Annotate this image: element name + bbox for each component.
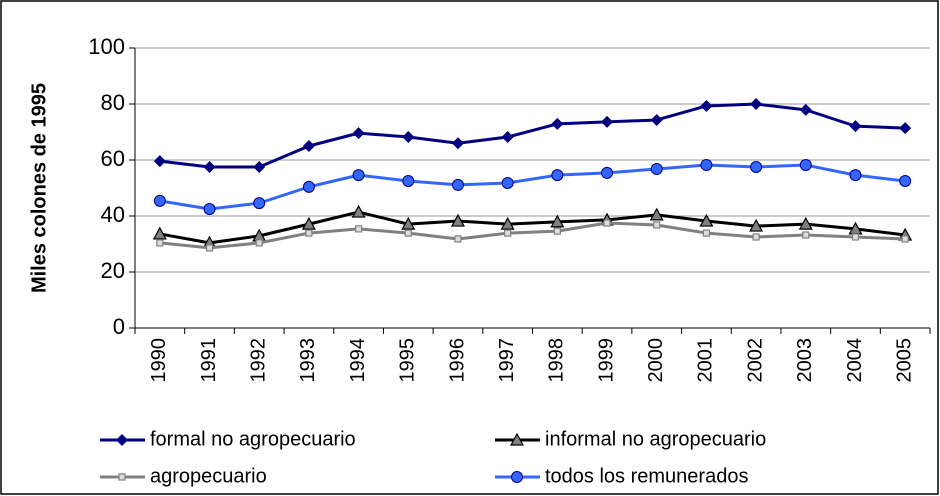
marker bbox=[511, 471, 523, 483]
marker bbox=[700, 99, 713, 112]
marker bbox=[203, 203, 216, 215]
marker bbox=[798, 216, 813, 230]
x-tick-label: 2002 bbox=[744, 338, 766, 383]
legend-label: todos los remunerados bbox=[545, 465, 748, 487]
x-tick-label: 1994 bbox=[347, 338, 369, 383]
marker bbox=[700, 159, 713, 172]
marker bbox=[849, 120, 862, 133]
legend-label: informal no agropecuario bbox=[545, 428, 766, 450]
marker bbox=[899, 175, 912, 187]
y-tick-label: 40 bbox=[101, 202, 125, 227]
marker bbox=[253, 161, 266, 173]
marker bbox=[450, 213, 465, 227]
x-tick-label: 2005 bbox=[893, 338, 915, 383]
series-line bbox=[159, 221, 906, 250]
marker bbox=[551, 117, 564, 130]
marker bbox=[255, 239, 263, 247]
marker bbox=[401, 216, 416, 230]
marker bbox=[402, 175, 415, 187]
marker bbox=[451, 137, 464, 150]
x-tick-label: 1990 bbox=[148, 338, 170, 383]
marker bbox=[451, 178, 464, 191]
marker bbox=[653, 221, 661, 229]
marker bbox=[750, 98, 763, 110]
y-tick-label: 80 bbox=[101, 90, 125, 115]
marker bbox=[152, 226, 167, 240]
series-line bbox=[159, 210, 906, 245]
marker bbox=[901, 235, 909, 243]
marker bbox=[799, 159, 812, 172]
marker bbox=[302, 180, 315, 193]
marker bbox=[749, 218, 764, 232]
marker bbox=[649, 207, 664, 221]
marker bbox=[551, 169, 564, 182]
marker bbox=[301, 216, 316, 230]
marker bbox=[550, 214, 565, 228]
marker bbox=[601, 115, 614, 128]
x-tick-label: 1996 bbox=[446, 338, 468, 383]
x-tick-label: 2000 bbox=[645, 338, 667, 383]
marker bbox=[500, 216, 515, 230]
marker bbox=[553, 227, 561, 235]
x-tick-label: 1998 bbox=[546, 338, 568, 383]
legend-label: agropecuario bbox=[150, 465, 267, 487]
marker bbox=[799, 103, 812, 116]
marker bbox=[205, 244, 214, 252]
x-tick-label: 1992 bbox=[248, 338, 270, 383]
marker bbox=[404, 229, 412, 237]
marker bbox=[603, 219, 611, 227]
marker bbox=[454, 235, 462, 243]
marker bbox=[153, 194, 166, 207]
marker bbox=[702, 229, 711, 237]
marker bbox=[849, 169, 862, 182]
marker bbox=[699, 213, 714, 227]
marker bbox=[504, 229, 512, 237]
marker bbox=[501, 176, 514, 189]
marker bbox=[650, 162, 663, 175]
y-tick-label: 0 bbox=[113, 314, 125, 339]
marker bbox=[116, 434, 128, 446]
y-tick-label: 20 bbox=[101, 258, 125, 283]
x-tick-label: 1993 bbox=[297, 338, 319, 383]
x-tick-label: 1999 bbox=[595, 338, 617, 383]
marker bbox=[851, 233, 860, 241]
marker bbox=[899, 122, 912, 135]
y-tick-label: 60 bbox=[101, 146, 125, 171]
x-tick-label: 1997 bbox=[496, 338, 518, 383]
marker bbox=[302, 140, 315, 152]
marker bbox=[305, 229, 313, 237]
marker bbox=[601, 166, 614, 179]
marker bbox=[351, 204, 366, 218]
marker bbox=[203, 161, 216, 173]
series-line bbox=[159, 102, 906, 169]
marker bbox=[402, 131, 415, 144]
y-tick-label: 100 bbox=[88, 34, 125, 59]
marker bbox=[352, 169, 365, 182]
marker bbox=[156, 239, 164, 247]
marker bbox=[752, 233, 760, 241]
marker bbox=[354, 225, 363, 233]
marker bbox=[153, 155, 166, 168]
legend-label: formal no agropecuario bbox=[150, 428, 356, 450]
marker bbox=[352, 127, 365, 140]
marker bbox=[509, 432, 525, 446]
x-tick-label: 2003 bbox=[794, 338, 816, 383]
x-tick-label: 1995 bbox=[397, 338, 419, 383]
series-line bbox=[159, 163, 906, 211]
y-axis-label: Miles colones de 1995 bbox=[28, 83, 50, 293]
marker bbox=[501, 131, 514, 144]
marker bbox=[118, 473, 126, 481]
marker bbox=[802, 231, 810, 239]
marker bbox=[750, 161, 763, 173]
x-tick-label: 2004 bbox=[844, 338, 866, 383]
marker bbox=[650, 113, 663, 126]
x-tick-label: 1991 bbox=[198, 338, 220, 383]
marker bbox=[253, 197, 266, 210]
x-tick-label: 2001 bbox=[695, 338, 717, 383]
